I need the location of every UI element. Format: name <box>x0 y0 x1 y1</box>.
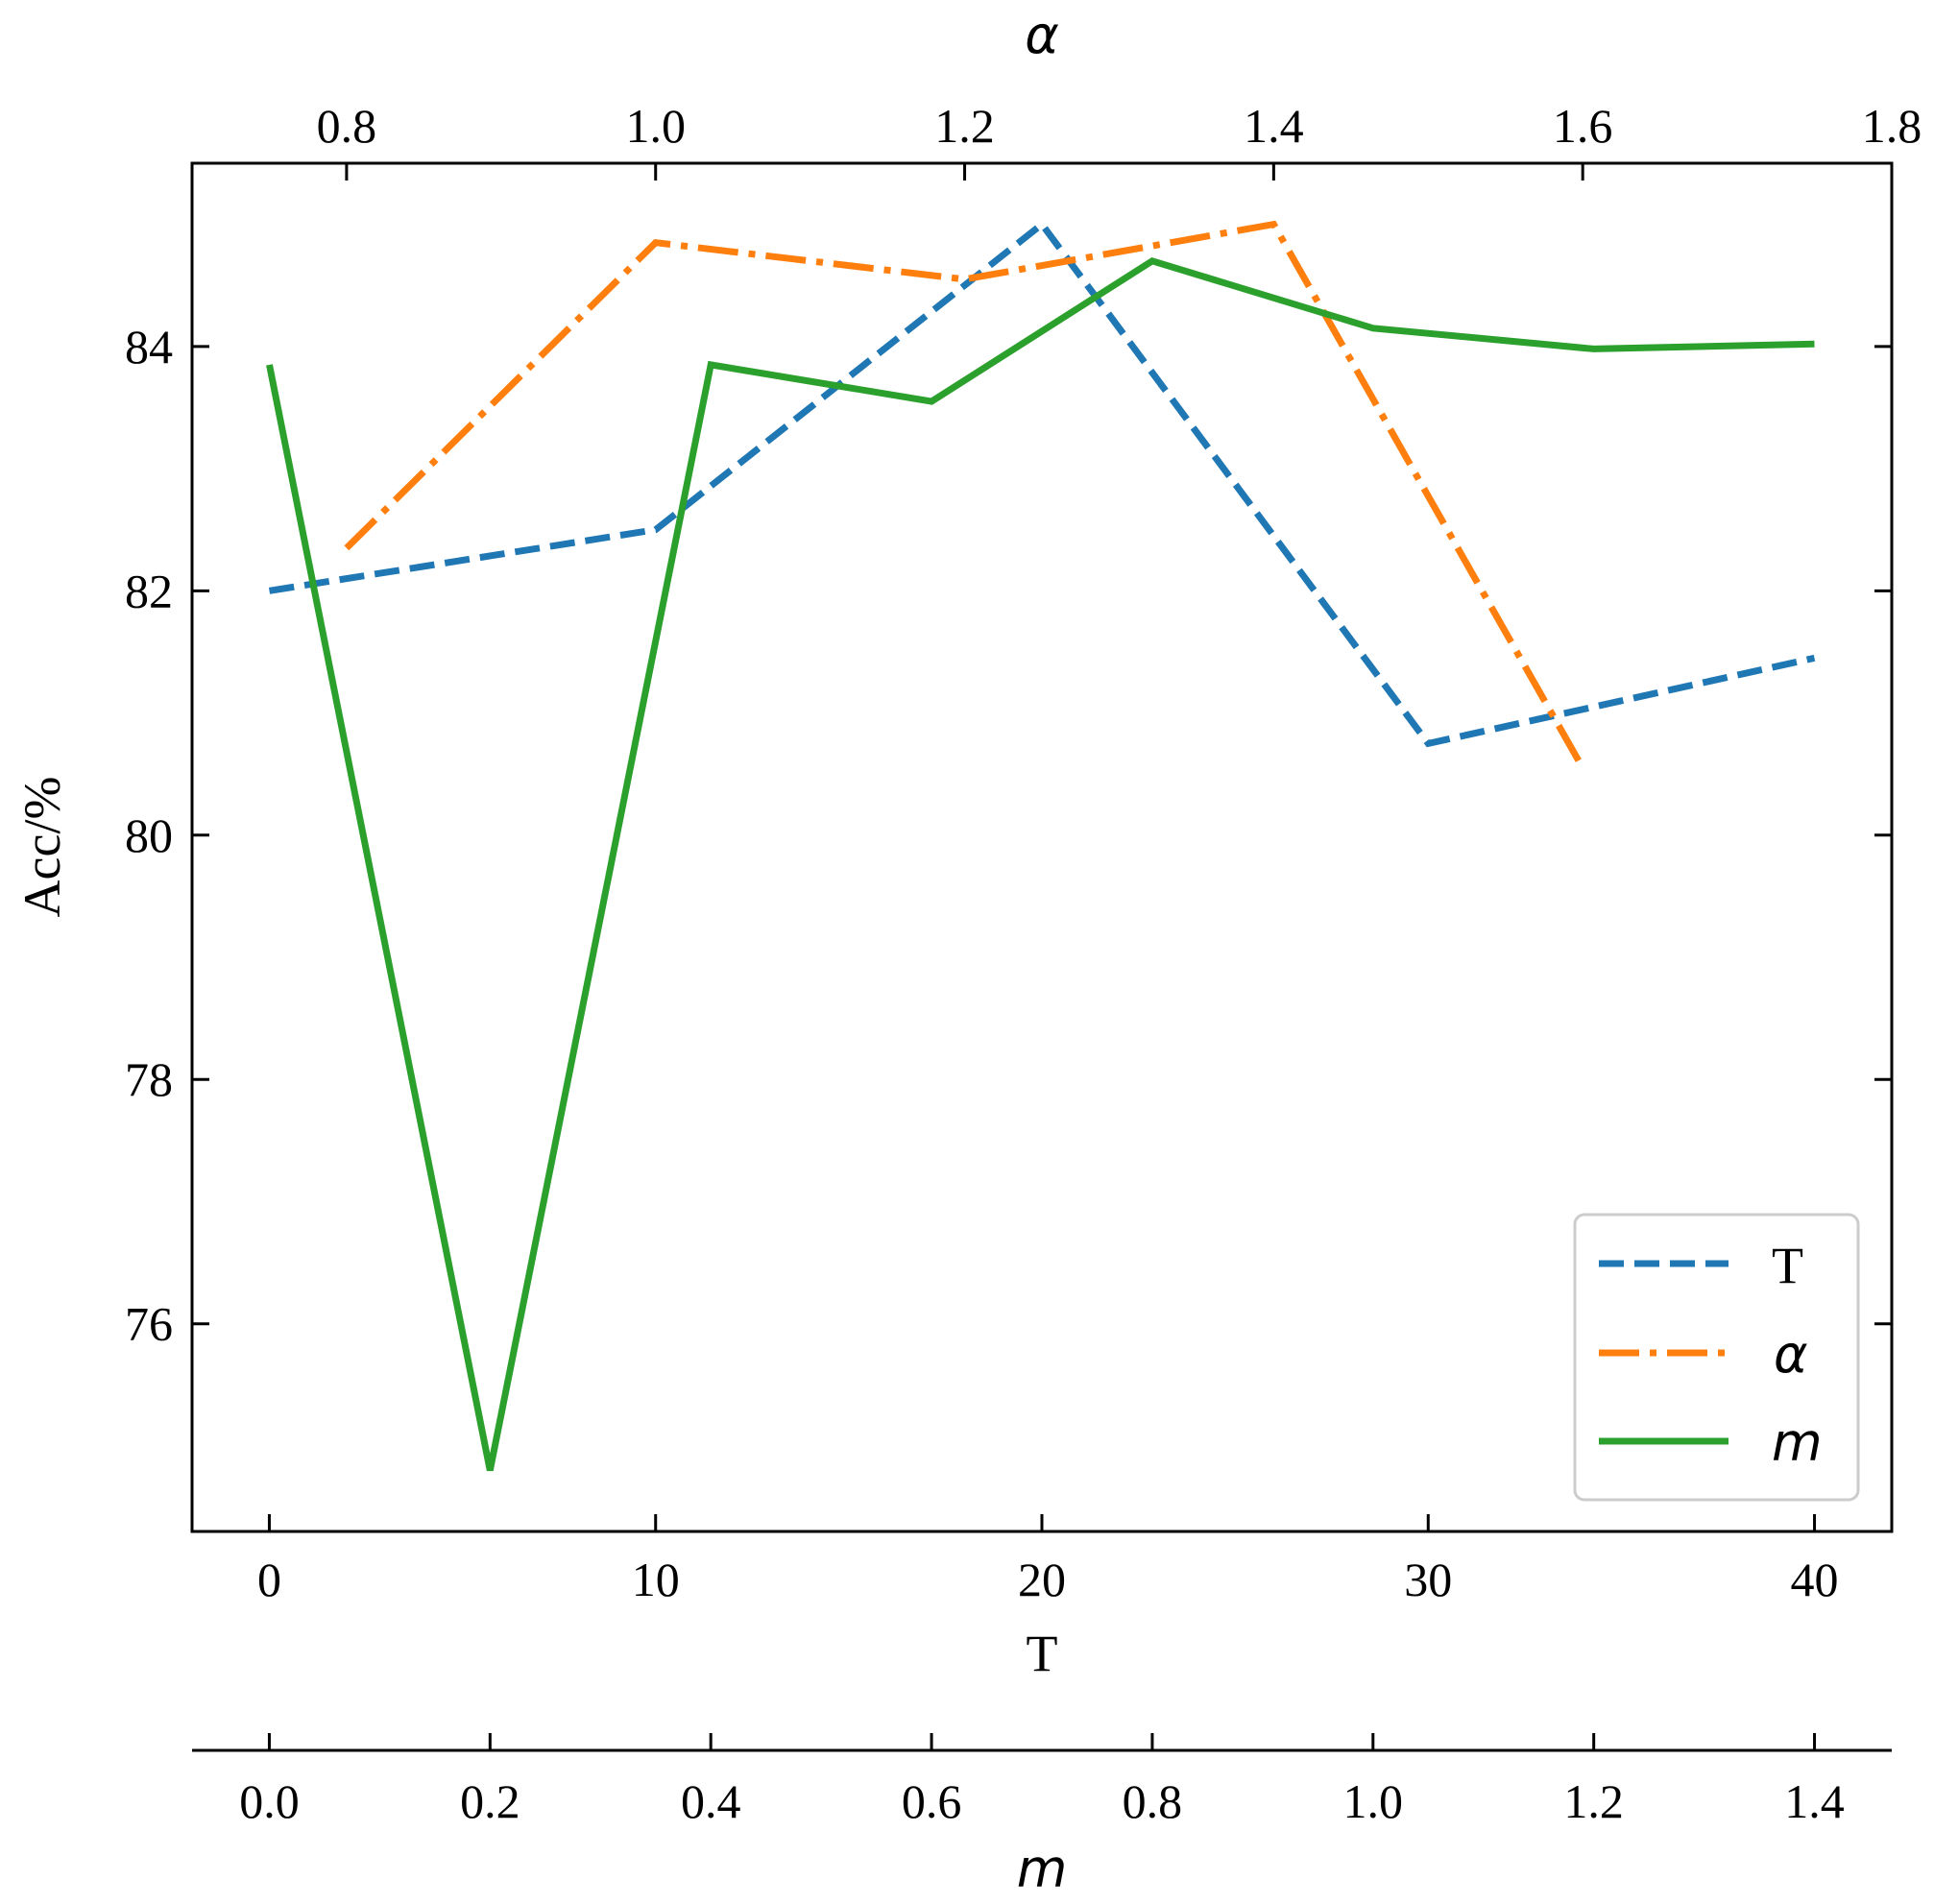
series-line-t <box>268 219 1816 748</box>
m-tick-label-1-0: 1.0 <box>1343 1774 1404 1828</box>
t-axis: 0 10 20 30 40 <box>257 1514 1839 1606</box>
y-axis: 76 78 80 82 84 <box>125 320 1892 1351</box>
t-tick-label-10: 10 <box>632 1553 680 1606</box>
alpha-tick-label-1-0: 1.0 <box>625 99 686 153</box>
legend-box <box>1573 1213 1860 1502</box>
t-axis-title: T <box>1027 1625 1058 1682</box>
m-tick-label-0-2: 0.2 <box>460 1774 520 1828</box>
m-tick-label-0-4: 0.4 <box>681 1774 741 1828</box>
m-tick-label-0-0: 0.0 <box>239 1774 300 1828</box>
y-tick-label-76: 76 <box>125 1297 173 1351</box>
series-line-alpha <box>344 220 1586 770</box>
t-tick-label-40: 40 <box>1791 1553 1839 1606</box>
alpha-tick-label-1-2: 1.2 <box>934 99 995 153</box>
m-axis-title: m <box>1017 1839 1068 1899</box>
alpha-tick-label-1-8: 1.8 <box>1862 99 1922 153</box>
m-tick-label-0-8: 0.8 <box>1123 1774 1183 1828</box>
legend-label-t: T <box>1772 1237 1803 1294</box>
y-tick-label-78: 78 <box>125 1052 173 1106</box>
series-line-m <box>266 256 1815 1472</box>
legend: T α m <box>1573 1213 1860 1502</box>
legend-label-m: m <box>1772 1412 1823 1473</box>
alpha-tick-label-0-8: 0.8 <box>317 99 377 153</box>
alpha-tick-label-1-4: 1.4 <box>1244 99 1304 153</box>
y-tick-label-84: 84 <box>125 320 173 374</box>
legend-label-alpha: α <box>1774 1324 1808 1385</box>
t-tick-label-0: 0 <box>257 1553 281 1606</box>
t-tick-label-30: 30 <box>1404 1553 1452 1606</box>
alpha-tick-label-1-6: 1.6 <box>1553 99 1613 153</box>
alpha-axis: 0.8 1.0 1.2 1.4 1.6 1.8 <box>317 99 1922 181</box>
y-axis-title: Acc/% <box>13 777 71 918</box>
m-axis: 0.0 0.2 0.4 0.6 0.8 1.0 1.2 1.4 <box>192 1733 1892 1828</box>
y-tick-label-82: 82 <box>125 564 173 617</box>
m-tick-label-1-2: 1.2 <box>1563 1774 1624 1828</box>
m-tick-label-0-6: 0.6 <box>902 1774 962 1828</box>
t-tick-label-20: 20 <box>1018 1553 1066 1606</box>
y-tick-label-80: 80 <box>125 808 173 862</box>
series-layer <box>266 219 1816 1472</box>
alpha-axis-title: α <box>1025 5 1059 65</box>
m-tick-label-1-4: 1.4 <box>1784 1774 1845 1828</box>
